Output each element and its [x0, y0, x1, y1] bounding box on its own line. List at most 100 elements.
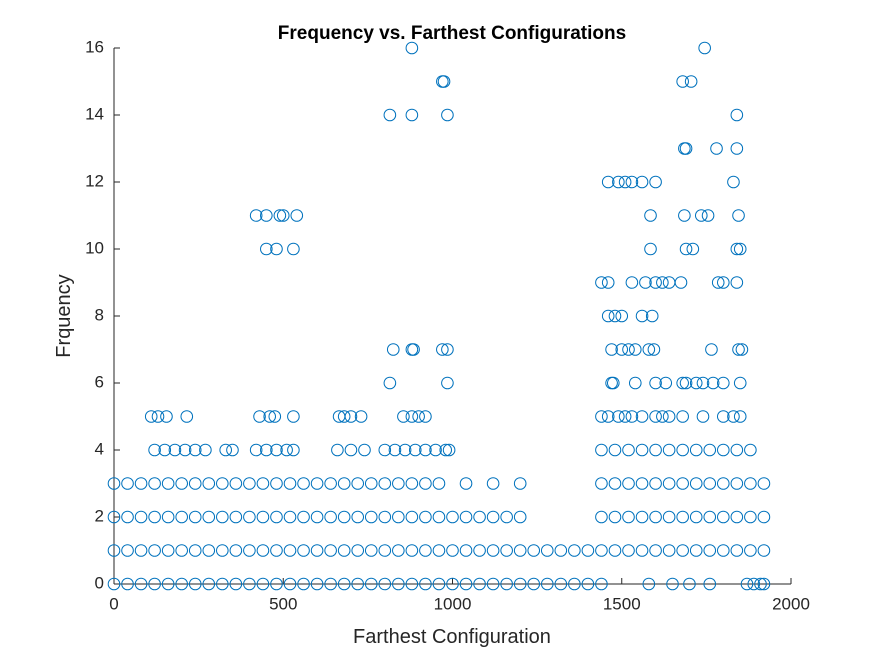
scatter-point [606, 376, 620, 390]
scatter-point [608, 544, 622, 557]
scatter-point [405, 108, 419, 122]
scatter-point [392, 477, 405, 490]
scatter-point [337, 477, 351, 490]
scatter-point [226, 443, 239, 457]
scatter-point [260, 242, 273, 256]
scatter-point [388, 443, 402, 457]
scatter-point [297, 510, 310, 524]
scatter-point [178, 443, 192, 457]
scatter-point [216, 577, 229, 591]
scatter-point [337, 410, 351, 423]
scatter-point [188, 544, 202, 557]
scatter-point [622, 477, 635, 490]
scatter-point [649, 544, 662, 557]
scatter-point [268, 410, 282, 423]
scatter-point [757, 544, 771, 557]
scatter-point [649, 443, 662, 457]
scatter-point [757, 477, 771, 490]
scatter-point [703, 510, 717, 524]
scatter-point [405, 477, 419, 490]
scatter-point [554, 544, 568, 557]
scatter-point [398, 443, 412, 457]
scatter-point [662, 477, 676, 490]
scatter-point [703, 577, 717, 591]
scatter-point [686, 242, 700, 256]
scatter-point [486, 510, 500, 524]
y-axis-label: Frquency [53, 274, 75, 357]
scatter-point [608, 510, 622, 524]
scatter-point [595, 544, 608, 557]
scatter-point [710, 142, 723, 155]
scatter-point [500, 510, 513, 524]
scatter-point [175, 544, 188, 557]
scatter-point [175, 477, 188, 490]
scatter-point [260, 443, 273, 457]
scatter-point [473, 544, 486, 557]
scatter-point [419, 443, 432, 457]
scatter-point [229, 510, 243, 524]
scatter-point [727, 175, 740, 189]
scatter-point [351, 510, 365, 524]
scatter-point [229, 544, 243, 557]
scatter-point [121, 477, 134, 490]
scatter-point [199, 443, 212, 457]
scatter-point [378, 443, 392, 457]
scatter-point [625, 276, 639, 289]
scatter-point [689, 477, 703, 490]
scatter-point [175, 577, 188, 591]
scatter-point [121, 544, 134, 557]
scatter-point [405, 544, 419, 557]
scatter-point [324, 544, 337, 557]
scatter-point [757, 577, 771, 591]
scatter-point [287, 410, 300, 423]
scatter-point [188, 477, 202, 490]
scatter-point [635, 410, 649, 423]
scatter-point [744, 510, 757, 524]
scatter-point [283, 510, 297, 524]
scatter-point [324, 510, 337, 524]
scatter-point [270, 577, 283, 591]
scatter-point [297, 577, 310, 591]
scatter-point [351, 477, 365, 490]
scatter-point [733, 242, 747, 256]
scatter-point [656, 410, 669, 423]
scatter-point [678, 209, 691, 222]
scatter-point [161, 510, 175, 524]
scatter-point [662, 443, 676, 457]
scatter-point [358, 443, 371, 457]
scatter-point [446, 510, 459, 524]
scatter-point [730, 142, 744, 155]
scatter-point [618, 175, 632, 189]
scatter-point [639, 276, 652, 289]
scatter-point [161, 544, 175, 557]
scatter-point [486, 477, 500, 490]
scatter-point [689, 376, 703, 390]
scatter-point [674, 276, 688, 289]
x-tick-label: 500 [269, 594, 297, 613]
scatter-point [595, 276, 608, 289]
scatter-point [273, 209, 287, 222]
scatter-point [703, 443, 717, 457]
scatter-point [216, 510, 229, 524]
scatter-point [202, 577, 216, 591]
scatter-point [679, 242, 693, 256]
scatter-point [383, 108, 397, 122]
scatter-point [717, 276, 730, 289]
scatter-point [513, 544, 527, 557]
scatter-point [419, 577, 432, 591]
scatter-point [310, 577, 324, 591]
scatter-point [581, 577, 595, 591]
scatter-point [256, 510, 270, 524]
scatter-point [243, 577, 256, 591]
scatter-point [148, 510, 161, 524]
scatter-point [351, 544, 365, 557]
scatter-point [459, 477, 473, 490]
scatter-point [283, 477, 297, 490]
scatter-point [287, 443, 300, 457]
scatter-point [625, 175, 639, 189]
scatter-point [378, 510, 392, 524]
scatter-point [527, 577, 541, 591]
scatter-point [229, 577, 243, 591]
scatter-point [270, 443, 283, 457]
scatter-point [364, 544, 378, 557]
